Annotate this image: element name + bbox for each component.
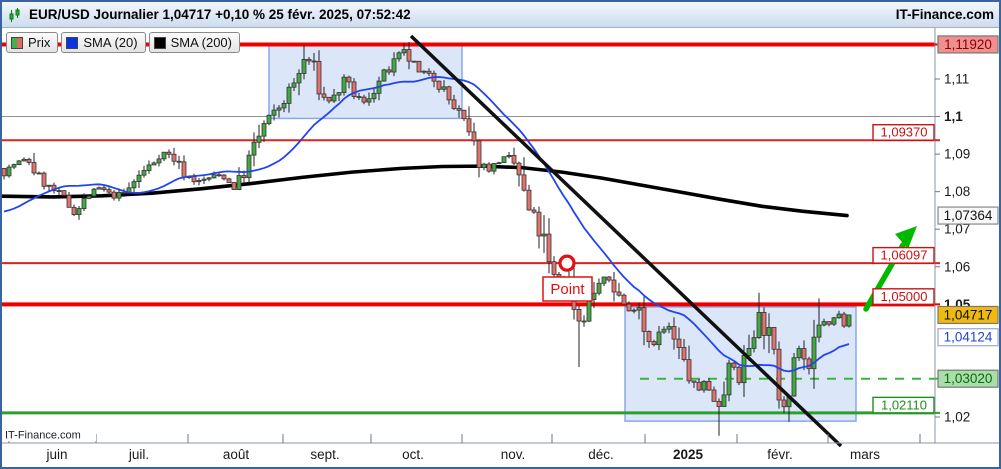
legend-item-price[interactable]: Prix [6, 32, 59, 53]
chart-title: EUR/USD Journalier 1,04717 +0,10 % 25 fé… [29, 7, 411, 22]
sma20-swatch-icon [66, 36, 79, 49]
svg-text:1,08: 1,08 [944, 184, 970, 199]
title-bar: EUR/USD Journalier 1,04717 +0,10 % 25 fé… [2, 2, 999, 28]
svg-text:1,06097: 1,06097 [881, 248, 928, 263]
svg-text:oct.: oct. [402, 447, 424, 462]
legend: Prix SMA (20) SMA (200) [6, 32, 240, 53]
legend-label: SMA (20) [83, 35, 138, 50]
y-axis[interactable]: 1,111,11,091,081,071,061,051,021,119201,… [935, 35, 999, 425]
svg-text:1,02110: 1,02110 [881, 397, 927, 412]
legend-label: SMA (200) [170, 35, 232, 50]
svg-text:1,07364: 1,07364 [944, 208, 993, 223]
svg-text:1,05000: 1,05000 [881, 289, 928, 304]
trendline[interactable] [409, 34, 843, 448]
sma20-line [3, 76, 850, 373]
svg-text:1,06: 1,06 [944, 259, 970, 274]
svg-text:1,04124: 1,04124 [944, 330, 993, 345]
svg-text:1,09370: 1,09370 [881, 125, 928, 140]
price-swatch-icon [11, 36, 23, 49]
level-labels: 1,09370 1,06097 1,05000 1,02110 [872, 124, 935, 414]
sma200-line [2, 164, 849, 218]
svg-text:août: août [223, 447, 250, 462]
svg-text:1,07: 1,07 [944, 222, 970, 237]
svg-text:1,04717: 1,04717 [944, 307, 993, 322]
svg-text:nov.: nov. [501, 447, 526, 462]
x-axis[interactable]: juin juil. août sept. oct. nov. déc. 2025 févr. m… [8, 434, 921, 462]
svg-text:2025: 2025 [673, 447, 704, 462]
svg-text:sept.: sept. [310, 447, 339, 462]
candlestick-logo-icon [7, 7, 23, 23]
svg-text:Point: Point [550, 281, 585, 298]
legend-item-sma20[interactable]: SMA (20) [61, 32, 146, 53]
svg-text:IT-Finance.com: IT-Finance.com [5, 430, 81, 442]
candles [2, 41, 852, 436]
svg-text:1,02: 1,02 [944, 410, 970, 425]
svg-text:juil.: juil. [128, 447, 149, 462]
point-annotation[interactable]: Point [542, 254, 593, 302]
watermark: IT-Finance.com [3, 428, 96, 442]
svg-text:1,03020: 1,03020 [944, 371, 993, 386]
svg-text:déc.: déc. [588, 447, 614, 462]
svg-text:1,09: 1,09 [944, 147, 970, 162]
legend-item-sma200[interactable]: SMA (200) [148, 32, 240, 53]
legend-label: Prix [28, 35, 51, 50]
svg-text:févr.: févr. [767, 447, 793, 462]
svg-text:mars: mars [850, 447, 880, 462]
svg-text:1,11: 1,11 [944, 71, 969, 86]
svg-text:juin: juin [45, 447, 67, 462]
svg-text:1,1: 1,1 [944, 109, 963, 124]
sma200-swatch-icon [153, 36, 166, 49]
svg-text:1,11920: 1,11920 [944, 37, 992, 52]
brand-label: IT-Finance.com [895, 7, 994, 22]
